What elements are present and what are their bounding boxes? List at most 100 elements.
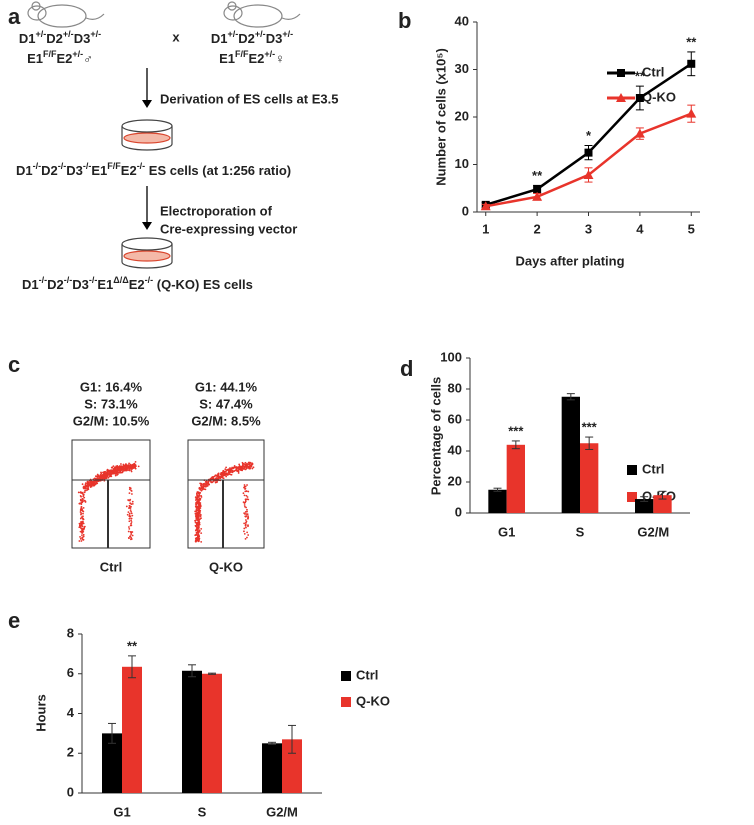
superscript: +/- [36, 29, 47, 39]
plot-label: Ctrl [100, 559, 122, 574]
legend-label: Ctrl [642, 64, 664, 79]
flow-event [233, 465, 236, 467]
x-axis-label: Days after plating [515, 253, 624, 268]
flow-event [103, 477, 106, 480]
flow-event [247, 463, 250, 466]
legend-swatch [627, 465, 637, 475]
flow-event [80, 516, 83, 519]
flow-event [243, 522, 246, 525]
phase-stat: G1: 16.4% [80, 379, 143, 394]
flow-event [198, 494, 201, 497]
flow-event [126, 466, 129, 469]
flow-event [79, 522, 82, 525]
flow-event [128, 517, 131, 520]
flow-event [107, 476, 110, 479]
x-tick-label: 2 [534, 221, 541, 236]
flow-event [83, 525, 86, 528]
flow-event [196, 502, 199, 505]
flow-event [110, 473, 113, 475]
flow-event [100, 475, 103, 478]
error-bar [268, 741, 276, 745]
flow-event [198, 498, 201, 501]
flow-event [106, 468, 109, 471]
flow-event [82, 510, 85, 513]
flow-event [127, 464, 130, 466]
text-part: D2 [238, 31, 255, 46]
flow-event [244, 461, 247, 464]
x-tick-label: S [576, 524, 585, 539]
genotype: D1-/-D2-/-D3-/-E1F/FE2-/- ES cells (at 1… [16, 161, 291, 178]
flow-event [80, 513, 82, 516]
flow-event [232, 467, 234, 470]
flow-event [195, 523, 198, 525]
panel-letter: c [8, 352, 20, 377]
flow-event [81, 525, 84, 528]
flow-event [232, 470, 235, 473]
flow-event [251, 462, 254, 465]
text-part: D3 [74, 31, 91, 46]
error-bar [511, 440, 520, 450]
flow-event [199, 509, 202, 512]
flow-event [243, 532, 246, 535]
flow-event [127, 499, 130, 501]
flow-event [118, 471, 121, 474]
flow-frame [187, 439, 265, 549]
flow-event [244, 498, 247, 501]
superscript: -/- [39, 275, 48, 285]
flow-event [82, 522, 85, 525]
flow-event [198, 529, 201, 532]
flow-event [200, 541, 203, 543]
flow-event [198, 508, 200, 510]
flow-event [101, 474, 104, 476]
flow-event [123, 469, 126, 472]
x-tick-label: G2/M [266, 804, 298, 819]
flow-event [200, 517, 202, 520]
superscript: F/F [107, 161, 121, 171]
flow-event [238, 463, 241, 466]
flow-event [125, 505, 128, 508]
y-tick-label: 100 [440, 349, 462, 364]
flow-event [241, 465, 244, 468]
flow-event [83, 499, 86, 502]
flow-event [86, 489, 89, 491]
text-part: E2 [248, 51, 264, 66]
flow-event [201, 485, 203, 487]
flow-event [80, 531, 83, 534]
flow-event [205, 483, 208, 486]
legend-label: Q-KO [356, 693, 390, 708]
flow-event [78, 540, 81, 542]
plot-label: Q-KO [209, 559, 243, 574]
flow-event [131, 500, 134, 503]
superscript: -/- [58, 161, 67, 171]
flow-plot [71, 439, 151, 549]
marker [583, 169, 594, 179]
flow-event [87, 480, 90, 483]
superscript: -/- [83, 161, 92, 171]
flow-event [115, 465, 118, 468]
flow-event [130, 469, 133, 471]
flow-event [115, 469, 118, 472]
flow-event [130, 470, 133, 473]
flow-event [79, 491, 82, 494]
flow-event [251, 467, 254, 470]
flow-event [195, 510, 198, 512]
flow-event [196, 491, 199, 494]
flow-event [128, 488, 131, 491]
bar [122, 666, 142, 793]
flow-event [245, 490, 248, 493]
flow-event [129, 524, 132, 527]
flow-event [199, 515, 202, 518]
panel-letter: a [8, 4, 21, 29]
flow-event [129, 535, 132, 537]
flow-event [198, 531, 200, 534]
flow-event [96, 473, 99, 476]
x-tick-label: 5 [688, 221, 695, 236]
flow-event [223, 470, 226, 473]
flow-event [83, 496, 86, 499]
superscript: +/- [228, 29, 239, 39]
flow-event [244, 485, 247, 488]
x-tick-label: G1 [113, 804, 130, 819]
x-tick-label: G1 [498, 524, 515, 539]
flow-event [81, 508, 83, 510]
flow-event [230, 471, 233, 473]
